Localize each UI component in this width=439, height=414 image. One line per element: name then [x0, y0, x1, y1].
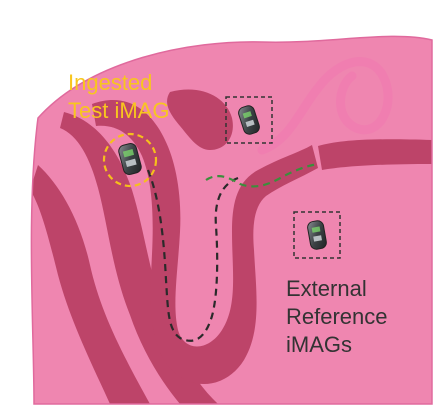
ingested-highlight-circle	[102, 132, 158, 188]
intestine-right-stub	[318, 139, 432, 170]
intestine-fold-mid	[60, 112, 218, 404]
intestine-fold-left	[31, 165, 150, 404]
trajectory-path-green	[205, 162, 319, 188]
ingested-label-line1: Ingested	[68, 70, 152, 95]
external-label-line1: External	[286, 276, 367, 301]
reference-box-right	[293, 211, 341, 259]
tissue-outline	[30, 35, 433, 405]
imag-capsule-icon	[118, 143, 142, 175]
intestine-fold-upper	[167, 89, 233, 150]
imag-capsule-icon	[238, 105, 260, 135]
ingested-label-line2: Test iMAG	[68, 98, 169, 123]
imag-capsule-icon	[307, 220, 327, 250]
external-label-line3: iMAGs	[286, 332, 352, 357]
tail-loop	[257, 57, 393, 155]
reference-box-top	[225, 96, 273, 144]
external-label-line2: Reference	[286, 304, 388, 329]
